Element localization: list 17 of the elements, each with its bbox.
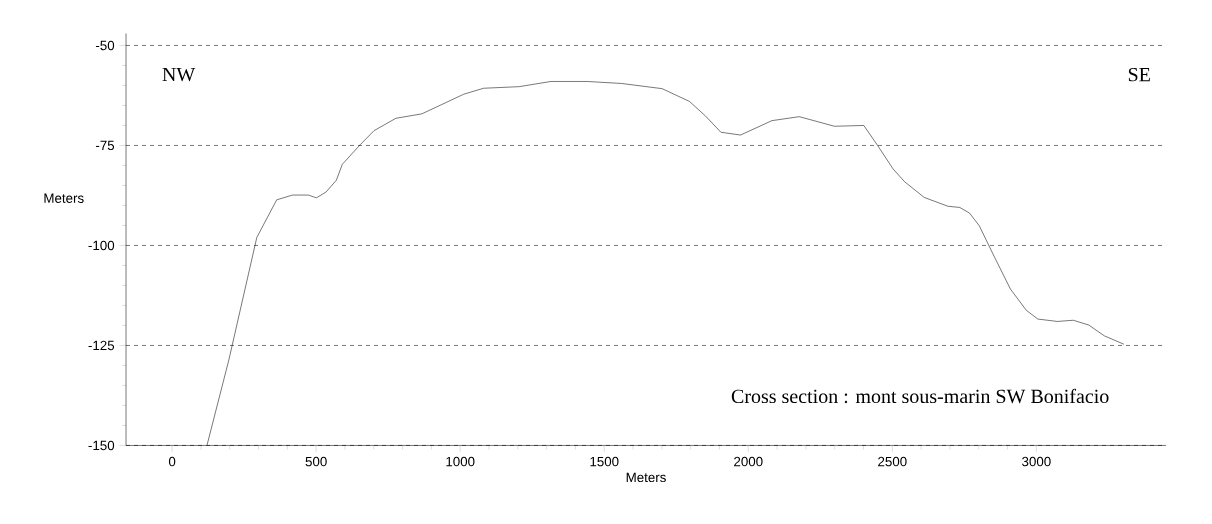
x-axis-title: Meters: [626, 472, 666, 483]
x-tick-label: 500: [305, 456, 327, 467]
y-tick-label: -75: [95, 140, 115, 151]
y-tick-label: -100: [88, 240, 115, 251]
annotation: SE: [1128, 67, 1150, 82]
y-tick-label: -150: [88, 440, 115, 451]
y-tick-label: -125: [88, 340, 115, 351]
x-tick-label: 1000: [446, 456, 475, 467]
x-tick-label: 1500: [590, 456, 619, 467]
x-tick-label: 2500: [878, 456, 907, 467]
y-axis-title: Meters: [44, 193, 84, 203]
annotation: Cross section : mont sous-marin SW Bonifacio: [731, 388, 1109, 404]
annotation: NW: [162, 67, 196, 82]
y-tick-label: -50: [95, 40, 115, 51]
x-tick-label: 2000: [734, 456, 763, 467]
x-tick-label: 3000: [1022, 456, 1051, 467]
x-tick-label: 0: [168, 456, 176, 467]
